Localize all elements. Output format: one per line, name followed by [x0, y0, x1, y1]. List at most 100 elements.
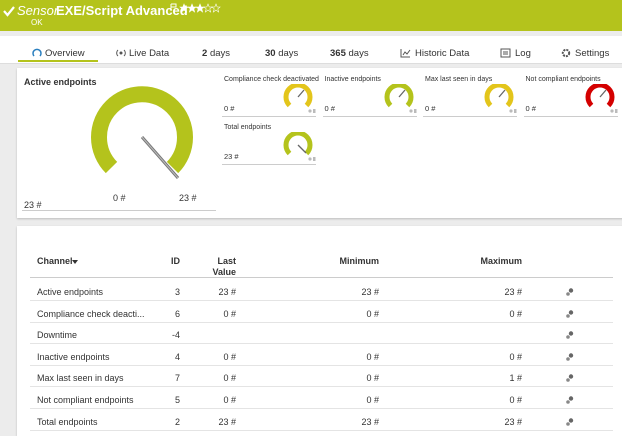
- row-rule: [30, 429, 613, 431]
- cell: 0 #: [366, 395, 379, 405]
- small-gauge: [283, 132, 316, 161]
- tab-number[interactable]: 365: [330, 48, 346, 59]
- small-gauge-value: 0 #: [324, 104, 335, 113]
- small-gauge: [484, 84, 517, 113]
- row-rule: [30, 364, 613, 366]
- log-icon: [500, 48, 511, 58]
- small-gauge-value: 0 #: [525, 104, 536, 113]
- sensor-header: Sensor EXE/Script Advanced OK: [0, 0, 622, 31]
- historic-icon: [400, 49, 411, 58]
- cell: 0 #: [366, 351, 379, 362]
- cell: 0 #: [509, 308, 522, 319]
- column-header[interactable]: ID: [171, 256, 180, 266]
- sort-arrow: [72, 260, 78, 264]
- row-rule: [30, 321, 613, 323]
- column-header[interactable]: Maximum: [480, 256, 522, 266]
- cell: 23 #: [504, 287, 522, 297]
- row-rule: [30, 343, 613, 345]
- row-rule: [30, 408, 613, 409]
- small-gauge-label: Not compliant endpoints: [525, 76, 601, 83]
- tab-unit[interactable]: days: [278, 48, 299, 59]
- cell: 23 #: [361, 287, 379, 297]
- underline: [423, 116, 517, 117]
- cell: 2: [174, 416, 180, 427]
- tab[interactable]: Historic Data: [415, 48, 470, 59]
- check-icon: [3, 6, 15, 17]
- underline: [322, 116, 417, 117]
- cell: 23 #: [218, 416, 236, 427]
- sensor-status: OK: [31, 18, 43, 27]
- active-tab-indicator: [18, 60, 98, 62]
- overview-icon: [32, 48, 42, 57]
- cell: 23 #: [218, 287, 236, 297]
- channel-name: Active endpoints: [37, 287, 104, 297]
- cell: 3: [174, 287, 180, 297]
- gauge-max: 23 #: [179, 193, 197, 203]
- channel-name: Total endpoints: [37, 416, 98, 427]
- cell: 0 #: [509, 351, 522, 362]
- small-gauge-value: 23 #: [224, 152, 239, 161]
- row-settings-icon[interactable]: [565, 330, 575, 340]
- tab-number[interactable]: 30: [265, 48, 276, 59]
- small-gauge: [585, 84, 617, 113]
- priority-stars[interactable]: [170, 3, 226, 13]
- live-data-icon: [116, 49, 126, 57]
- tab-unit[interactable]: days: [209, 48, 231, 59]
- row-rule: [30, 300, 613, 301]
- tab-number[interactable]: 2: [202, 48, 208, 59]
- tab[interactable]: Overview: [45, 48, 85, 59]
- cell: -4: [171, 330, 180, 341]
- sensor-prefix: Sensor: [17, 3, 59, 18]
- channel-panel: [17, 226, 622, 436]
- main-gauge-label: Active endpoints: [24, 77, 97, 87]
- small-gauge-label: Max last seen in days: [425, 76, 493, 83]
- small-gauge: [384, 84, 416, 113]
- underline: [523, 116, 618, 117]
- channel-name: Compliance check deacti...: [37, 308, 145, 319]
- row-settings-icon[interactable]: [565, 395, 575, 405]
- header-rule: [30, 277, 613, 278]
- cell: 7: [174, 373, 180, 384]
- cell: 0 #: [223, 395, 236, 405]
- tab-unit[interactable]: days: [348, 48, 369, 59]
- main-gauge: [91, 86, 193, 179]
- tab[interactable]: Live Data: [129, 48, 170, 59]
- channel-name: Not compliant endpoints: [37, 395, 134, 405]
- cell: 0 #: [223, 373, 236, 384]
- cell: 6: [174, 308, 180, 319]
- settings-icon: [561, 48, 571, 58]
- cell: 0 #: [509, 395, 522, 405]
- cell: 4: [174, 351, 180, 362]
- small-gauge-label: Compliance check deactivated: [224, 76, 319, 83]
- cell: 5: [174, 395, 180, 405]
- column-header[interactable]: Minimum: [339, 256, 380, 266]
- small-gauge-label: Total endpoints: [224, 124, 272, 131]
- tab[interactable]: Settings: [575, 48, 610, 59]
- small-gauge: [283, 84, 316, 113]
- row-settings-icon[interactable]: [565, 417, 575, 427]
- sensor-title: EXE/Script Advanced: [56, 3, 188, 18]
- tab-bar: [0, 36, 622, 64]
- cell: 0 #: [366, 308, 379, 319]
- small-gauge-label: Inactive endpoints: [324, 76, 381, 83]
- tab[interactable]: Log: [515, 48, 531, 59]
- row-settings-icon[interactable]: [565, 309, 575, 319]
- row-rule: [30, 386, 613, 388]
- small-gauge-value: 0 #: [425, 104, 436, 113]
- column-header[interactable]: Last Value: [212, 256, 236, 277]
- channel-name: Downtime: [37, 330, 78, 341]
- cell: 23 #: [504, 416, 522, 427]
- row-settings-icon[interactable]: [565, 287, 575, 297]
- row-settings-icon[interactable]: [565, 352, 575, 362]
- underline: [222, 116, 316, 117]
- channel-name: Max last seen in days: [37, 373, 124, 384]
- gauge-min: 0 #: [113, 193, 126, 203]
- cell: 23 #: [361, 416, 379, 427]
- cell: 0 #: [366, 373, 379, 384]
- underline: [222, 164, 316, 165]
- tab-separator: [0, 63, 622, 64]
- channel-name: Inactive endpoints: [37, 351, 110, 362]
- column-header[interactable]: Channel: [37, 256, 73, 266]
- row-settings-icon[interactable]: [565, 373, 575, 383]
